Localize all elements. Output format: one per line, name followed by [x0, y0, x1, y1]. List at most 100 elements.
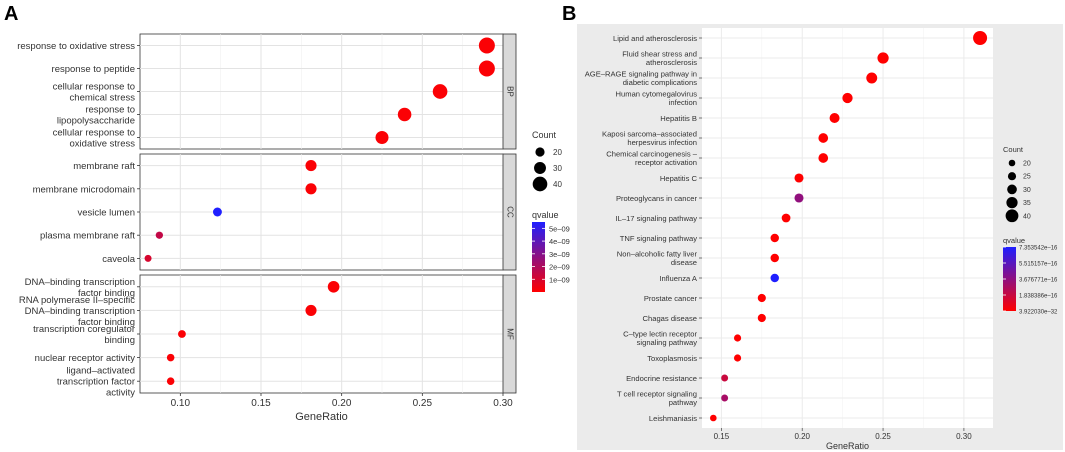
x-tick-label: 0.15: [251, 398, 271, 409]
term-label: Hepatitis B: [660, 114, 697, 123]
size-legend-key: [1008, 159, 1016, 167]
facet-strip: [502, 33, 517, 150]
term-label: Leishmaniasis: [649, 414, 697, 423]
term-label-line: atherosclerosis: [646, 58, 697, 67]
term-label-line: transcription coregulator: [33, 324, 135, 335]
size-legend-label: 40: [1023, 213, 1031, 220]
term-label: Proteoglycans in cancer: [616, 194, 698, 203]
color-legend-label: 7.353542e–16: [1019, 246, 1058, 252]
term-label-line: Endocrine resistance: [626, 374, 697, 383]
term-label-line: herpesvirus infection: [627, 138, 697, 147]
term-label: Lipid and atherosclerosis: [613, 34, 697, 43]
panel-b-chart: Lipid and atherosclerosis Fluid shear str…: [577, 24, 1063, 451]
term-label-line: nuclear receptor activity: [35, 353, 136, 364]
size-legend-key: [1005, 209, 1019, 223]
facet-strip-label: BP: [505, 86, 514, 97]
x-tick-label: 0.25: [875, 432, 891, 441]
term-label-line: RNA polymerase II–specific: [19, 295, 135, 306]
term-label-line: Influenza A: [659, 274, 698, 283]
data-point: [305, 304, 317, 316]
term-label-line: chemical stress: [70, 93, 136, 104]
term-label-line: membrane microdomain: [33, 184, 135, 195]
term-label-line: Lipid and atherosclerosis: [613, 34, 697, 43]
size-legend-title: Count: [532, 130, 557, 140]
size-legend-title: Count: [1003, 145, 1024, 154]
size-legend-label: 40: [553, 180, 562, 189]
term-label-line: binding: [104, 335, 135, 346]
data-point: [794, 173, 804, 183]
term-label-line: caveola: [102, 254, 135, 265]
data-point: [397, 107, 412, 122]
term-label: caveola: [102, 254, 135, 265]
term-label: Human cytomegalovirus infection: [616, 90, 698, 108]
data-point: [781, 213, 791, 223]
term-label: T cell receptor signaling pathway: [617, 390, 697, 408]
term-label-line: Hepatitis B: [660, 114, 697, 123]
term-label: response to lipopolysaccharide: [57, 105, 135, 127]
size-legend: Count 20 30 40: [532, 130, 562, 192]
term-label-line: signaling pathway: [637, 338, 698, 347]
data-point: [866, 72, 878, 84]
term-label: cellular response to chemical stress: [53, 82, 136, 104]
term-label-line: Chagas disease: [643, 314, 697, 323]
color-legend-label: 3e–09: [549, 250, 570, 259]
term-label-line: infection: [669, 98, 697, 107]
term-label-line: DNA–binding transcription: [25, 306, 135, 317]
data-point: [478, 60, 495, 77]
data-point: [305, 160, 317, 172]
data-point: [794, 193, 804, 203]
term-label-line: oxidative stress: [70, 139, 136, 150]
term-label-line: Non–alcoholic fatty liver: [617, 250, 698, 259]
term-label-line: response to peptide: [52, 64, 135, 75]
term-label-line: Leishmaniasis: [649, 414, 697, 423]
facet-bp: response to oxidative stress response to …: [17, 33, 517, 150]
term-label: DNA–binding transcription factor binding: [25, 277, 135, 299]
term-label-line: cellular response to: [53, 82, 135, 93]
term-label: IL–17 signaling pathway: [616, 214, 698, 223]
color-legend-label: 2e–09: [549, 263, 570, 272]
term-label-line: C–type lectin receptor: [623, 330, 697, 339]
term-label: Fluid shear stress and atherosclerosis: [622, 50, 697, 68]
x-axis-title: GeneRatio: [295, 411, 348, 423]
data-point: [432, 84, 448, 99]
term-label: membrane raft: [73, 161, 135, 172]
x-tick-label: 0.20: [332, 398, 352, 409]
term-label-line: cellular response to: [53, 128, 135, 139]
size-legend-key: [535, 147, 545, 157]
term-label: Chemical carcinogenesis – receptor activa…: [606, 150, 698, 168]
term-label: transcription coregulator binding: [33, 324, 135, 346]
term-label-line: Prostate cancer: [644, 294, 698, 303]
size-legend-label: 25: [1023, 174, 1031, 181]
term-label: AGE–RAGE signaling pathway in diabetic co…: [585, 70, 697, 88]
data-point: [212, 207, 222, 217]
facet-mf: DNA–binding transcription factor bindingR…: [19, 274, 517, 399]
term-label-line: Proteoglycans in cancer: [616, 194, 698, 203]
term-label-line: vesicle lumen: [77, 208, 135, 219]
term-label-line: AGE–RAGE signaling pathway in: [585, 70, 697, 79]
term-label: C–type lectin receptor signaling pathway: [623, 330, 697, 348]
term-label-line: membrane raft: [73, 161, 135, 172]
color-legend-title: qvalue: [532, 210, 559, 220]
term-label-line: Human cytomegalovirus: [616, 90, 698, 99]
color-legend-bar: [1003, 247, 1016, 311]
data-point: [770, 253, 779, 263]
term-label-line: pathway: [669, 398, 697, 407]
term-label: Endocrine resistance: [626, 374, 697, 383]
x-tick-label: 0.30: [493, 398, 513, 409]
facet-strip: [502, 153, 517, 271]
size-legend-key: [1006, 196, 1018, 209]
color-legend-label: 3.676771e–16: [1019, 278, 1058, 284]
facet-strip-label: CC: [505, 206, 514, 218]
size-legend-key: [532, 176, 548, 192]
data-point: [770, 273, 779, 283]
data-point: [757, 313, 766, 323]
term-label-line: Toxoplasmosis: [647, 354, 697, 363]
term-label: membrane microdomain: [33, 184, 135, 195]
data-point: [178, 330, 186, 338]
x-tick-label: 0.15: [714, 432, 730, 441]
data-point: [818, 133, 829, 143]
data-point: [166, 377, 175, 385]
term-label-line: response to oxidative stress: [17, 41, 135, 52]
